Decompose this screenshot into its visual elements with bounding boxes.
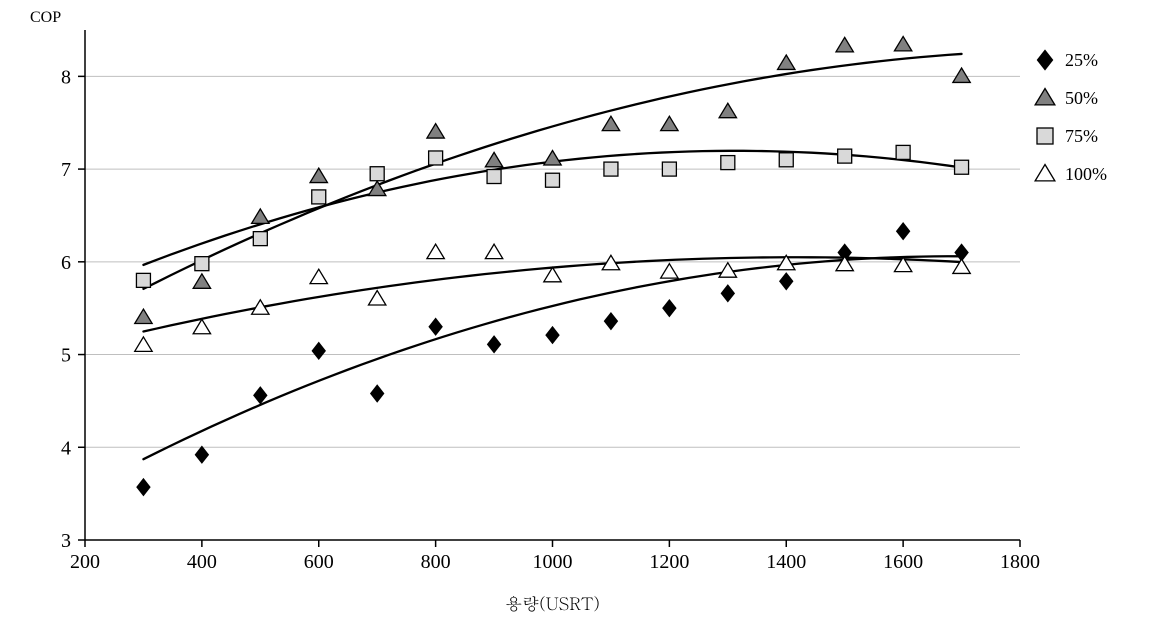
x-tick-label: 1800	[1000, 551, 1040, 573]
point-s75	[546, 173, 560, 187]
x-tick-label: 600	[304, 551, 334, 573]
legend-item-s25: 25%	[1037, 50, 1098, 70]
legend-label-s25: 25%	[1065, 50, 1098, 70]
chart-bg	[0, 0, 1174, 623]
point-s75	[370, 167, 384, 181]
point-s75	[312, 190, 326, 204]
y-tick-label: 8	[61, 66, 71, 88]
legend-item-s100: 100%	[1035, 164, 1107, 184]
legend-item-s50: 50%	[1035, 88, 1098, 108]
legend-label-s50: 50%	[1065, 88, 1098, 108]
point-s75	[604, 162, 618, 176]
x-tick-label: 800	[421, 551, 451, 573]
x-tick-label: 1400	[766, 551, 806, 573]
point-s75	[838, 149, 852, 163]
y-tick-label: 5	[61, 345, 71, 367]
x-tick-label: 1000	[533, 551, 573, 573]
y-tick-label: 6	[61, 252, 71, 274]
legend-item-s75: 75%	[1037, 126, 1098, 146]
chart-container: 3 4 5 6 7 8 200 400 600 800 1000 1200 1400 1600 1800 CO…	[0, 0, 1174, 623]
x-axis-title: 용량(USRT)	[505, 591, 600, 615]
point-s75	[662, 162, 676, 176]
x-tick-label: 1200	[649, 551, 689, 573]
point-s75	[487, 170, 501, 184]
legend-marker-s75	[1037, 128, 1053, 144]
point-s75	[253, 232, 267, 246]
y-tick-label: 7	[61, 159, 71, 181]
point-s75	[721, 156, 735, 170]
y-tick-label: 4	[61, 437, 71, 459]
legend-label-s75: 75%	[1065, 126, 1098, 146]
y-axis-title: COP	[30, 9, 61, 26]
point-s75	[136, 273, 150, 287]
x-tick-label: 400	[187, 551, 217, 573]
y-tick-label: 3	[61, 530, 71, 552]
point-s75	[896, 145, 910, 159]
point-s75	[429, 151, 443, 165]
legend-label-s100: 100%	[1065, 164, 1107, 184]
point-s75	[779, 153, 793, 167]
x-tick-label: 1600	[883, 551, 923, 573]
x-tick-label: 200	[70, 551, 100, 573]
cop-vs-usrt-chart: 3 4 5 6 7 8 200 400 600 800 1000 1200 1400 1600 1800 CO…	[0, 0, 1174, 623]
point-s75	[195, 257, 209, 271]
point-s75	[955, 160, 969, 174]
